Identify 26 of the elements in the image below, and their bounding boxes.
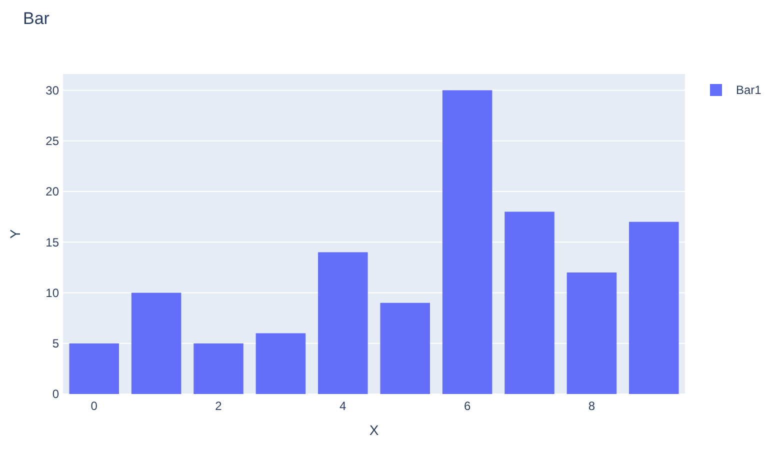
bar (566, 272, 617, 394)
x-tick-label: 6 (464, 399, 471, 413)
x-tick-label: 2 (215, 399, 222, 413)
bar (318, 252, 368, 394)
y-tick-label: 15 (46, 235, 60, 250)
y-tick-label: 30 (46, 83, 60, 98)
bar (194, 343, 244, 394)
bar (256, 333, 306, 394)
chart-title: Bar (23, 9, 50, 28)
bar (629, 222, 679, 394)
y-axis-title: Y (7, 228, 23, 239)
y-tick-label: 5 (52, 336, 60, 351)
legend-label: Bar1 (736, 83, 762, 98)
y-tick-label: 25 (46, 134, 60, 148)
x-tick-label: 8 (588, 399, 596, 413)
bar (69, 343, 119, 394)
x-tick-label: 0 (90, 399, 98, 413)
y-tick-label: 0 (52, 387, 60, 402)
bar (131, 292, 182, 394)
bar (504, 212, 554, 394)
x-axis-title: X (369, 422, 380, 438)
x-tick-label: 4 (340, 399, 347, 413)
bar (442, 90, 492, 394)
y-tick-label: 20 (46, 184, 60, 199)
y-tick-label: 10 (46, 286, 60, 300)
bar (380, 302, 430, 394)
